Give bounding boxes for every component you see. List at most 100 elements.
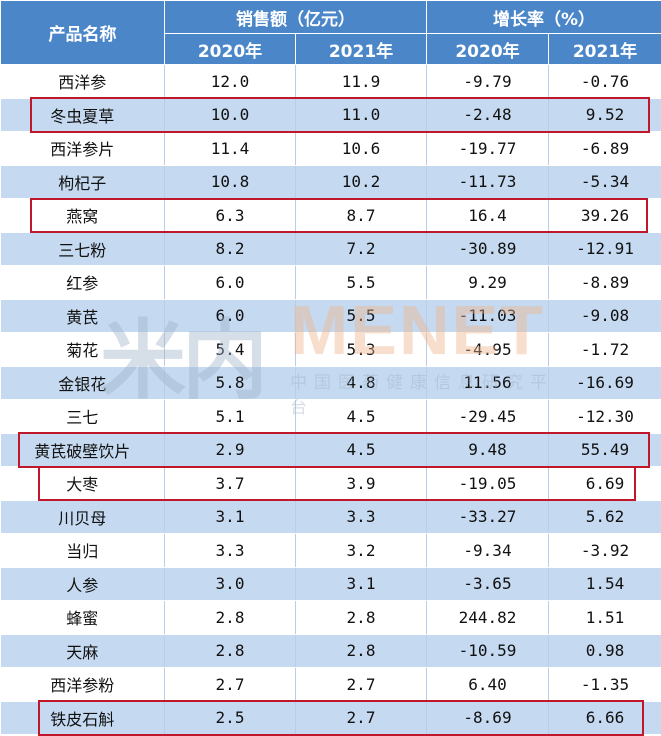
growth-2021-cell: -5.34 — [549, 165, 661, 199]
sales-2020-cell: 5.8 — [165, 366, 296, 400]
sales-2020-cell: 5.4 — [165, 333, 296, 367]
sales-2020-cell: 2.9 — [165, 433, 296, 467]
header-row-top: 产品名称 销售额（亿元） 增长率（%） — [1, 1, 661, 34]
sales-2021-cell: 2.7 — [296, 668, 427, 702]
product-name-cell: 燕窝 — [1, 199, 165, 233]
growth-2021-cell: 6.69 — [549, 467, 661, 501]
growth-2021-cell: 39.26 — [549, 199, 661, 233]
sales-2021-cell: 10.2 — [296, 165, 427, 199]
growth-2021-cell: 5.62 — [549, 500, 661, 534]
growth-2020-cell: 6.40 — [427, 668, 549, 702]
sales-2021-cell: 4.5 — [296, 400, 427, 434]
sales-2020-cell: 2.7 — [165, 668, 296, 702]
sales-2020-cell: 10.0 — [165, 98, 296, 132]
product-name-cell: 黄芪 — [1, 299, 165, 333]
product-name-cell: 西洋参粉 — [1, 668, 165, 702]
growth-2020-cell: -3.65 — [427, 567, 549, 601]
growth-2020-cell: 244.82 — [427, 601, 549, 635]
product-name-cell: 三七 — [1, 400, 165, 434]
growth-2020-cell: 9.29 — [427, 266, 549, 300]
growth-2021-cell: 6.66 — [549, 701, 661, 735]
sales-2020-cell: 2.8 — [165, 634, 296, 668]
sales-2021-cell: 2.7 — [296, 701, 427, 735]
growth-2021-cell: 1.54 — [549, 567, 661, 601]
sales-2021-cell: 4.8 — [296, 366, 427, 400]
sales-2020-cell: 6.0 — [165, 299, 296, 333]
growth-2020-cell: 11.56 — [427, 366, 549, 400]
sales-2021-cell: 11.9 — [296, 65, 427, 99]
sales-2021-cell: 10.6 — [296, 132, 427, 166]
product-name-cell: 天麻 — [1, 634, 165, 668]
growth-2020-cell: -9.79 — [427, 65, 549, 99]
product-name-cell: 黄芪破壁饮片 — [1, 433, 165, 467]
product-name-cell: 铁皮石斛 — [1, 701, 165, 735]
growth-2021-cell: -9.08 — [549, 299, 661, 333]
product-name-cell: 人参 — [1, 567, 165, 601]
growth-2020-cell: -30.89 — [427, 232, 549, 266]
sales-2021-cell: 7.2 — [296, 232, 427, 266]
growth-2021-cell: 9.52 — [549, 98, 661, 132]
sales-2020-cell: 10.8 — [165, 165, 296, 199]
growth-2021-cell: 0.98 — [549, 634, 661, 668]
growth-2020-header: 2020年 — [427, 34, 549, 65]
product-name-cell: 西洋参 — [1, 65, 165, 99]
sales-2021-cell: 5.3 — [296, 333, 427, 367]
growth-2020-cell: -4.95 — [427, 333, 549, 367]
growth-2021-cell: -6.89 — [549, 132, 661, 166]
growth-2020-cell: -19.77 — [427, 132, 549, 166]
growth-2021-cell: -0.76 — [549, 65, 661, 99]
sales-2021-cell: 2.8 — [296, 634, 427, 668]
growth-2020-cell: -29.45 — [427, 400, 549, 434]
sales-2020-cell: 6.3 — [165, 199, 296, 233]
growth-2020-cell: -11.03 — [427, 299, 549, 333]
growth-2021-cell: -16.69 — [549, 366, 661, 400]
growth-2021-cell: 1.51 — [549, 601, 661, 635]
product-name-cell: 当归 — [1, 534, 165, 568]
growth-2020-cell: -19.05 — [427, 467, 549, 501]
growth-2021-cell: -8.89 — [549, 266, 661, 300]
product-name-cell: 枸杞子 — [1, 165, 165, 199]
sales-2020-cell: 8.2 — [165, 232, 296, 266]
sales-2021-cell: 3.2 — [296, 534, 427, 568]
sales-2021-cell: 8.7 — [296, 199, 427, 233]
product-name-cell: 金银花 — [1, 366, 165, 400]
sales-2021-header: 2021年 — [296, 34, 427, 65]
growth-2020-cell: 9.48 — [427, 433, 549, 467]
product-name-cell: 大枣 — [1, 467, 165, 501]
sales-2020-cell: 3.3 — [165, 534, 296, 568]
sales-2021-cell: 11.0 — [296, 98, 427, 132]
growth-group-header: 增长率（%） — [427, 1, 661, 34]
growth-2020-cell: 16.4 — [427, 199, 549, 233]
sales-2020-cell: 3.7 — [165, 467, 296, 501]
sales-2020-cell: 2.8 — [165, 601, 296, 635]
product-name-header: 产品名称 — [1, 1, 165, 65]
growth-2021-cell: -1.35 — [549, 668, 661, 702]
sales-2021-cell: 4.5 — [296, 433, 427, 467]
sales-2021-cell: 3.9 — [296, 467, 427, 501]
growth-2020-cell: -11.73 — [427, 165, 549, 199]
product-name-cell: 冬虫夏草 — [1, 98, 165, 132]
growth-2021-cell: -12.30 — [549, 400, 661, 434]
growth-2020-cell: -8.69 — [427, 701, 549, 735]
product-name-cell: 川贝母 — [1, 500, 165, 534]
growth-2021-cell: -1.72 — [549, 333, 661, 367]
sales-2020-cell: 3.0 — [165, 567, 296, 601]
sales-2021-cell: 2.8 — [296, 601, 427, 635]
